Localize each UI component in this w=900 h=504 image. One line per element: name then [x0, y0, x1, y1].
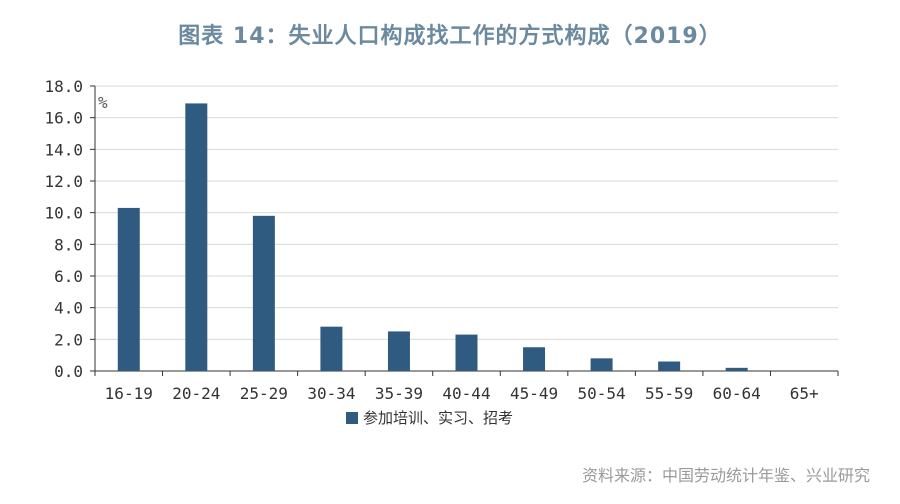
bar	[590, 358, 613, 371]
x-tick-label: 25-29	[240, 384, 288, 403]
x-tick-label: 30-34	[307, 384, 355, 403]
tick-labels: 0.0 2.0 4.0 6.0 8.0 10.0 12.0 14.0 16.0 18.0 16-19…	[44, 77, 818, 403]
y-tick-label: 8.0	[54, 235, 83, 254]
y-tick-label: 6.0	[54, 267, 83, 286]
y-tick-label: 4.0	[54, 299, 83, 318]
x-tick-label: 35-39	[375, 384, 423, 403]
grid-lines	[95, 85, 838, 340]
legend-swatch	[346, 412, 358, 424]
y-tick-label: 12.0	[44, 172, 83, 191]
legend-label: 参加培训、实习、招考	[363, 409, 513, 427]
x-tick-label: 45-49	[510, 384, 558, 403]
chart-title: 图表 14：失业人口构成找工作的方式构成（2019）	[178, 24, 722, 49]
bar	[117, 207, 140, 371]
y-tick-label: 16.0	[44, 109, 83, 128]
x-tick-label: 50-54	[578, 384, 626, 403]
y-tick-label: 0.0	[54, 362, 83, 381]
source-note: 资料来源：中国劳动统计年鉴、兴业研究	[581, 466, 870, 485]
x-tick-label: 20-24	[172, 384, 220, 403]
bar	[658, 361, 681, 371]
bar	[320, 326, 343, 371]
bar	[185, 103, 208, 372]
x-tick-label: 16-19	[105, 384, 153, 403]
y-unit-label: %	[98, 93, 108, 112]
legend: 参加培训、实习、招考	[346, 409, 513, 427]
y-tick-label: 10.0	[44, 204, 83, 223]
y-tick-label: 18.0	[44, 77, 83, 96]
bar	[252, 215, 275, 371]
x-tick-label: 60-64	[713, 384, 761, 403]
bar	[387, 331, 410, 371]
y-tick-label: 14.0	[44, 140, 83, 159]
x-tick-label: 55-59	[645, 384, 693, 403]
bar	[455, 334, 478, 371]
bar	[725, 367, 748, 371]
bars	[117, 103, 748, 372]
x-tick-label: 40-44	[442, 384, 490, 403]
x-tick-label: 65+	[790, 384, 819, 403]
y-tick-label: 2.0	[54, 330, 83, 349]
bar	[523, 347, 546, 371]
